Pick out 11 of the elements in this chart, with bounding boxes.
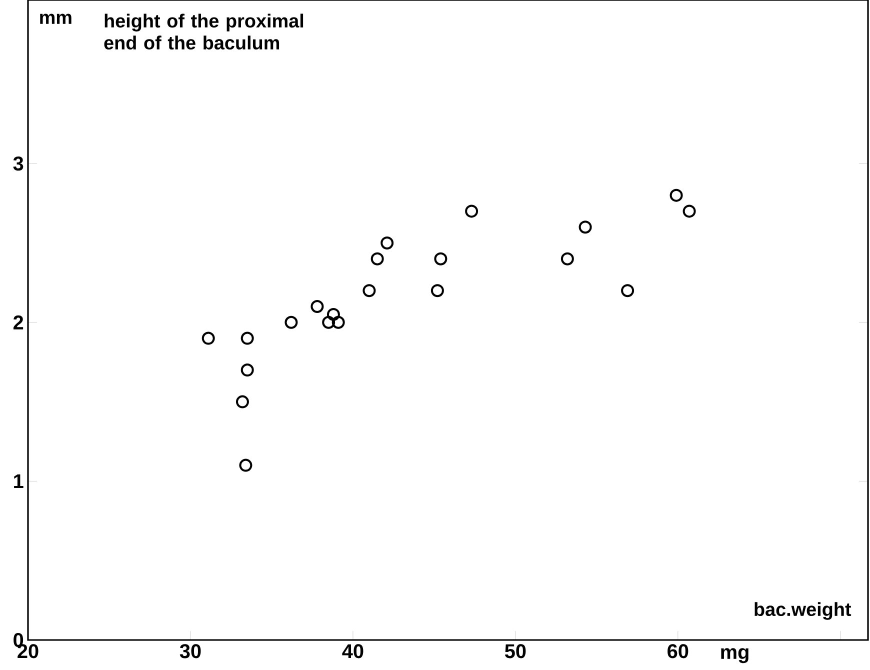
x-axis-title: mg	[721, 648, 748, 664]
annotation: bac.weight	[754, 602, 852, 620]
x-tick-label: 40	[342, 644, 364, 658]
text: height of the proximal end of the baculum	[104, 14, 304, 50]
y-tick-label: 2	[13, 315, 24, 330]
y-tick-label: 3	[13, 156, 24, 171]
y-axis-title: mm	[40, 14, 72, 24]
x-tick-label: 50	[504, 644, 526, 658]
y-tick-label: 1	[14, 474, 24, 488]
x-tick-label: 60	[668, 644, 688, 658]
x-tick-label: 30	[180, 644, 201, 658]
